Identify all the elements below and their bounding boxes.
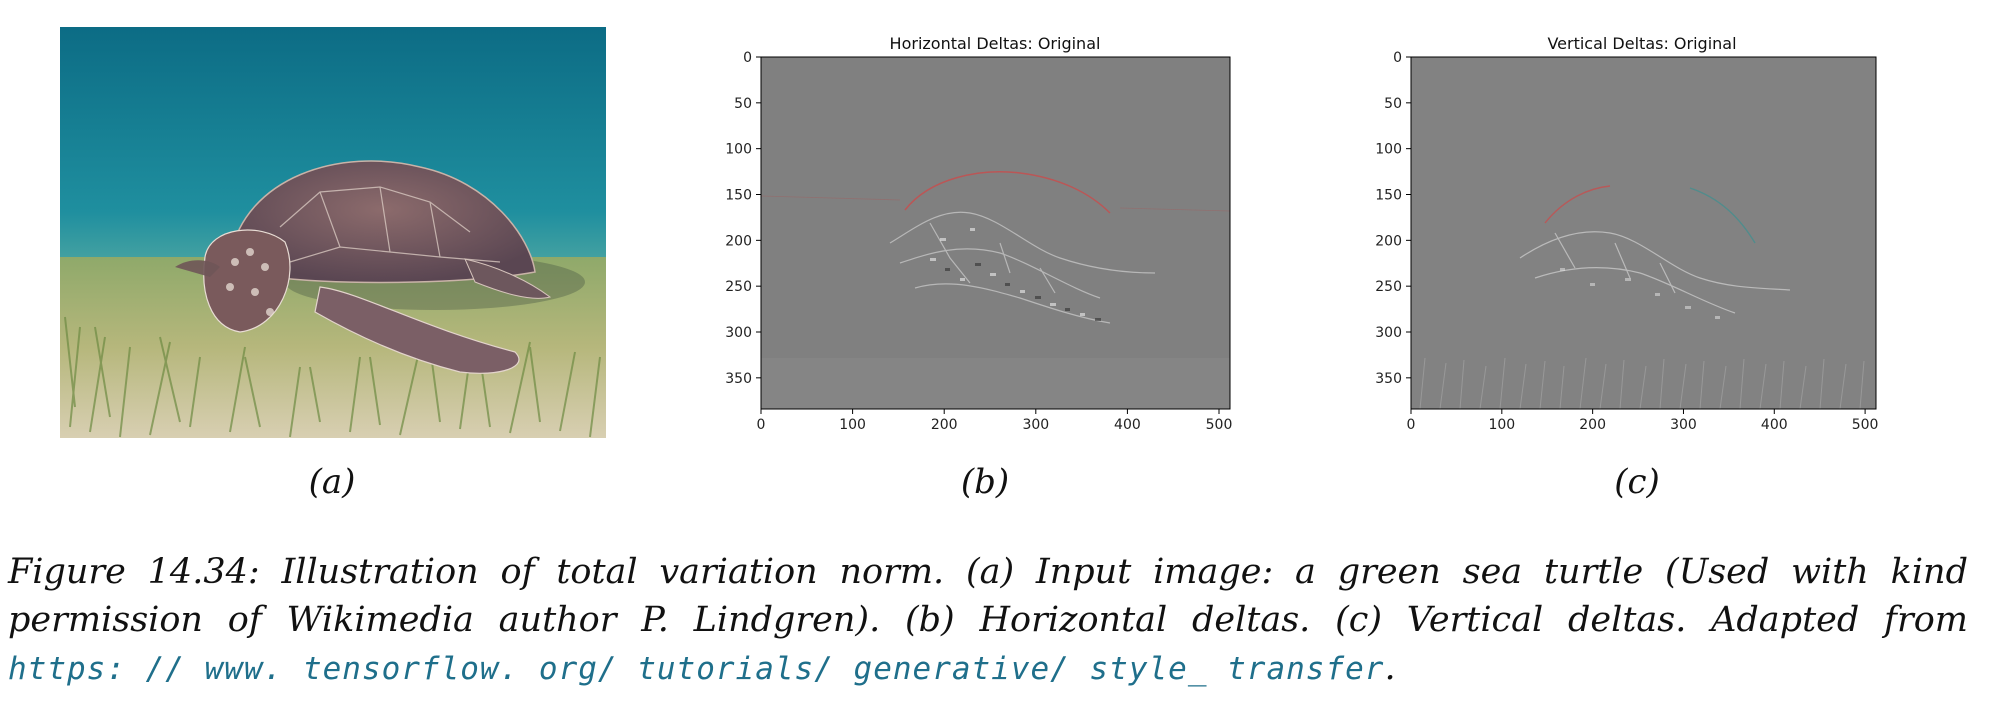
x-tick-label: 500	[1852, 417, 1879, 433]
caption-line-1: Figure 14.34: Illustration of total vari…	[8, 552, 1968, 592]
y-tick-label: 350	[725, 371, 752, 387]
x-tick-label: 400	[1761, 417, 1788, 433]
x-tick-label: 0	[1407, 417, 1416, 433]
y-tick-label: 100	[725, 142, 752, 158]
y-tick-label: 300	[1375, 325, 1402, 341]
y-tick-label: 0	[1393, 50, 1402, 66]
y-tick-label: 250	[1375, 279, 1402, 295]
y-tick-label: 250	[725, 279, 752, 295]
caption-line-2: permission of Wikimedia author P. Lindgr…	[8, 600, 1968, 640]
y-tick-label: 50	[1384, 96, 1402, 112]
plot-title: Vertical Deltas: Original	[1547, 34, 1736, 53]
subcaption-b: (b)	[960, 462, 1010, 502]
x-tick-label: 300	[1670, 417, 1697, 433]
y-tick-label: 200	[1375, 233, 1402, 249]
y-tick-label: 300	[725, 325, 752, 341]
plot-title: Horizontal Deltas: Original	[890, 34, 1101, 53]
subcaption-a: (a)	[308, 462, 356, 502]
x-tick-label: 200	[1579, 417, 1606, 433]
x-tick-label: 200	[931, 417, 958, 433]
y-tick-label: 350	[1375, 371, 1402, 387]
vertical-deltas-svg: Vertical Deltas: Original 0 100 200 300 400 5…	[1375, 34, 1878, 433]
x-tick-label: 500	[1206, 417, 1233, 433]
x-tick-label: 300	[1022, 417, 1049, 433]
plot-image	[760, 57, 1231, 409]
plot-image	[1411, 57, 1876, 410]
x-tick-label: 100	[1488, 417, 1515, 433]
y-tick-label: 150	[725, 188, 752, 204]
caption-trailing-period: .	[1384, 648, 1396, 688]
y-tick-label: 200	[725, 233, 752, 249]
x-tick-label: 0	[757, 417, 766, 433]
x-tick-label: 100	[839, 417, 866, 433]
caption-line-3: https: // www. tensorflow. org/ tutorial…	[8, 644, 1968, 693]
turtle-photo-image	[60, 27, 606, 438]
y-tick-label: 50	[734, 96, 752, 112]
y-tick-label: 100	[1375, 142, 1402, 158]
y-tick-label: 0	[743, 50, 752, 66]
vertical-deltas-plot: Vertical Deltas: Original 0 100 200 300 400 5…	[1350, 28, 1890, 440]
caption-link[interactable]: https: // www. tensorflow. org/ tutorial…	[8, 651, 1385, 687]
turtle-photo	[60, 27, 606, 438]
plot-axes: 0 100 200 300 400 500 0 50 100 150 200 250 300 350	[1375, 50, 1878, 433]
figure-caption: Figure 14.34: Illustration of total vari…	[8, 548, 1968, 693]
subcaption-c: (c)	[1614, 462, 1660, 502]
x-tick-label: 400	[1114, 417, 1141, 433]
plot-axes: 0 100 200 300 400 500 0 50 100 150 200 250 300 350	[725, 50, 1232, 433]
y-tick-label: 150	[1375, 188, 1402, 204]
